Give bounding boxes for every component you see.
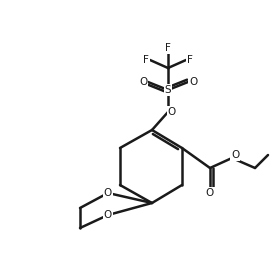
Text: F: F: [143, 55, 149, 65]
Text: O: O: [104, 210, 112, 220]
Text: F: F: [165, 43, 171, 53]
Text: O: O: [168, 107, 176, 117]
Text: O: O: [206, 188, 214, 198]
Text: O: O: [231, 150, 239, 160]
Text: O: O: [189, 77, 197, 87]
Text: S: S: [165, 85, 171, 95]
Text: O: O: [139, 77, 147, 87]
Text: O: O: [104, 188, 112, 198]
Text: F: F: [187, 55, 193, 65]
